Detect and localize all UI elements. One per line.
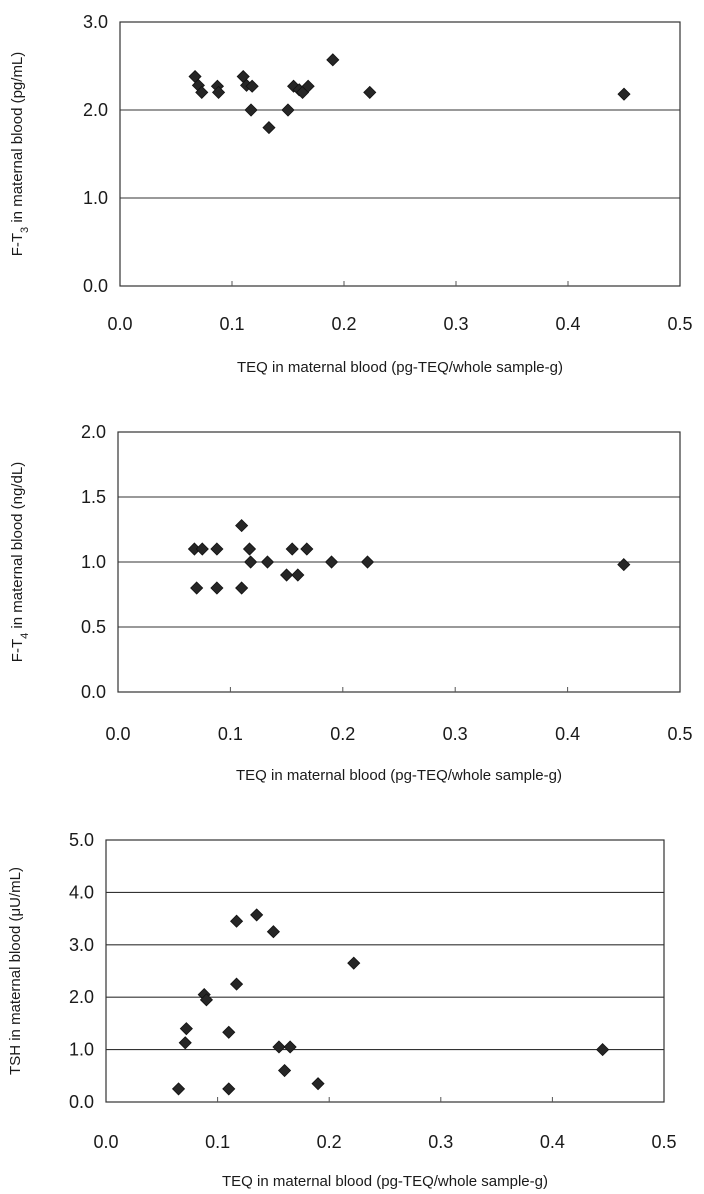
- data-point: [262, 121, 276, 135]
- data-point: [291, 568, 305, 582]
- y-axis-label: F-T4 in maternal blood (ng/dL): [9, 462, 31, 662]
- y-tick-label: 1.0: [81, 552, 106, 572]
- y-tick-label: 0.0: [81, 682, 106, 702]
- data-point: [266, 925, 280, 939]
- data-point: [178, 1036, 192, 1050]
- data-point: [190, 581, 204, 595]
- data-point: [250, 908, 264, 922]
- x-tick-label: 0.2: [330, 724, 355, 744]
- y-tick-label: 1.5: [81, 487, 106, 507]
- data-point: [245, 79, 259, 93]
- y-tick-label: 0.0: [83, 276, 108, 296]
- x-tick-label: 0.5: [667, 724, 692, 744]
- data-point: [211, 85, 226, 99]
- data-point: [222, 1082, 236, 1096]
- data-point: [230, 914, 244, 928]
- data-point: [326, 53, 340, 67]
- chart-free-t3: 0.0 1.0 2.0 3.0 0.0 0.1 0.2 0.3 0.4 0.5 TEQ in mat…: [9, 12, 693, 376]
- data-point: [272, 1040, 286, 1054]
- data-point: [617, 558, 631, 572]
- chart-free-t4: 0.0 0.5 1.0 1.5 2.0 0.0 0.1 0.2 0.3 0.4 0.5 TEQ in …: [9, 422, 693, 784]
- data-point: [244, 103, 258, 117]
- data-point: [244, 555, 258, 569]
- plot-frame: [117, 431, 681, 693]
- data-point: [311, 1077, 325, 1091]
- x-tick-label: 0.2: [317, 1132, 342, 1152]
- data-point: [199, 993, 214, 1007]
- y-tick-label: 2.0: [83, 100, 108, 120]
- x-axis-label: TEQ in maternal blood (pg-TEQ/whole samp…: [222, 1173, 548, 1190]
- data-point: [179, 1022, 193, 1036]
- y-tick-label: 0.5: [81, 617, 106, 637]
- data-point: [347, 956, 361, 970]
- x-tick-label: 0.4: [555, 314, 580, 334]
- x-axis-label: TEQ in maternal blood (pg-TEQ/whole samp…: [237, 359, 563, 376]
- data-point: [222, 1025, 236, 1039]
- x-tick-label: 0.1: [219, 314, 244, 334]
- y-tick-label: 3.0: [83, 12, 108, 32]
- data-point: [360, 555, 375, 569]
- data-point: [281, 103, 295, 117]
- x-tick-label: 0.3: [443, 724, 468, 744]
- plot-frame: [119, 21, 681, 287]
- data-point: [171, 1082, 186, 1096]
- y-tick-label: 3.0: [69, 935, 94, 955]
- chart-tsh: 0.0 1.0 2.0 3.0 4.0 5.0 0.0 0.1 0.2 0.3 0.4 0.5 TEQ …: [7, 830, 677, 1190]
- data-point: [617, 87, 631, 101]
- data-point: [260, 555, 275, 569]
- data-point: [363, 85, 377, 99]
- y-tick-label: 1.0: [83, 188, 108, 208]
- y-tick-label: 2.0: [69, 987, 94, 1007]
- data-point: [195, 85, 209, 99]
- data-point: [277, 1063, 292, 1078]
- data-point: [235, 581, 249, 595]
- x-axis-label: TEQ in maternal blood (pg-TEQ/whole samp…: [236, 767, 562, 784]
- x-tick-label: 0.0: [107, 314, 132, 334]
- y-axis-label: F-T3 in maternal blood (pg/mL): [9, 52, 31, 257]
- data-point: [230, 977, 244, 991]
- data-point: [300, 542, 314, 556]
- data-point: [596, 1043, 610, 1057]
- x-tick-label: 0.4: [555, 724, 580, 744]
- y-tick-label: 5.0: [69, 830, 94, 850]
- y-tick-label: 2.0: [81, 422, 106, 442]
- x-tick-label: 0.5: [667, 314, 692, 334]
- data-point: [285, 542, 299, 556]
- y-tick-label: 4.0: [69, 882, 94, 902]
- x-tick-label: 0.0: [93, 1132, 118, 1152]
- x-tick-label: 0.3: [443, 314, 468, 334]
- data-point: [235, 519, 249, 533]
- y-tick-label: 1.0: [69, 1040, 94, 1060]
- data-point: [210, 542, 224, 556]
- x-tick-label: 0.2: [331, 314, 356, 334]
- y-axis-label: TSH in maternal blood (μU/mL): [7, 867, 24, 1075]
- x-tick-label: 0.3: [428, 1132, 453, 1152]
- data-point: [242, 542, 257, 556]
- x-tick-label: 0.4: [540, 1132, 565, 1152]
- data-point: [195, 542, 209, 556]
- x-tick-label: 0.0: [105, 724, 130, 744]
- data-point: [324, 555, 339, 569]
- data-point: [301, 79, 315, 93]
- data-point: [210, 581, 224, 595]
- x-tick-label: 0.1: [205, 1132, 230, 1152]
- plot-frame: [105, 839, 665, 1103]
- data-point: [280, 568, 294, 582]
- y-tick-label: 0.0: [69, 1092, 94, 1112]
- x-tick-label: 0.5: [651, 1132, 676, 1152]
- x-tick-label: 0.1: [218, 724, 243, 744]
- data-point: [283, 1040, 297, 1054]
